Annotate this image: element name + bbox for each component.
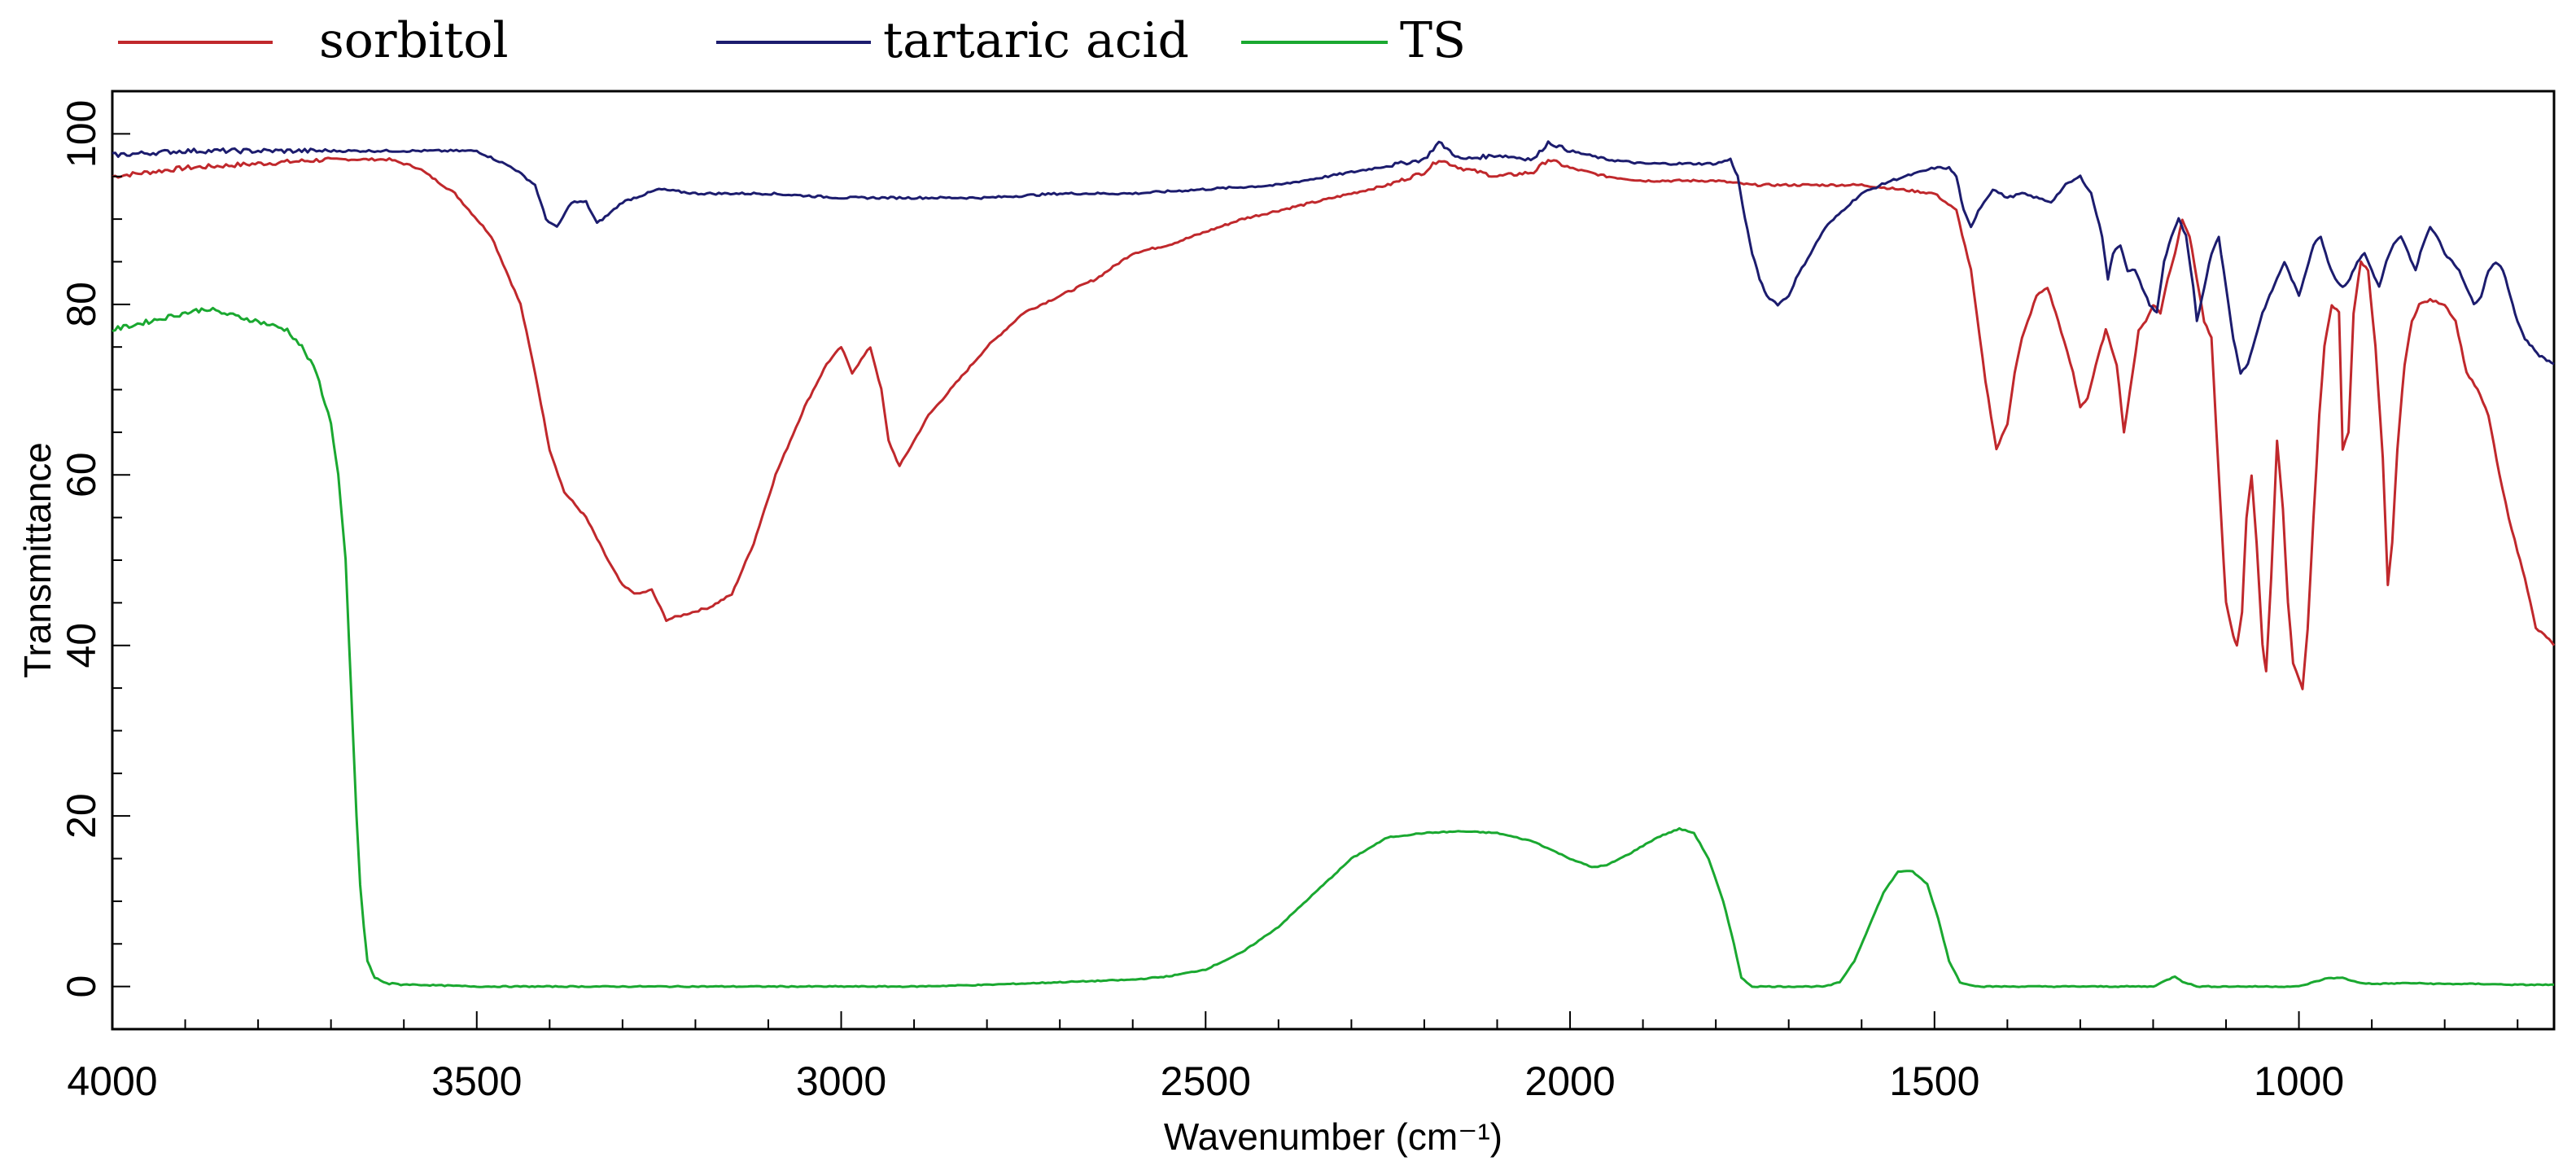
series-layer [112, 140, 2556, 988]
x-tick-label: 4000 [67, 1058, 157, 1104]
legend-label-tartaric-acid: tartaric acid [883, 12, 1189, 69]
y-tick-label: 40 [59, 623, 104, 668]
series-line-sorbitol [112, 156, 2556, 690]
legend: sorbitol tartaric acid TS [118, 12, 1466, 69]
legend-item-ts: TS [1241, 12, 1466, 69]
y-axis: 0 20 40 60 80 100 [59, 100, 130, 998]
y-tick-label: 80 [59, 282, 104, 327]
x-tick-label: 1500 [1889, 1058, 1979, 1104]
y-axis-label: Transmittance [16, 442, 59, 678]
y-tick-label: 0 [59, 975, 104, 998]
x-tick-label: 3000 [796, 1058, 886, 1104]
legend-item-sorbitol: sorbitol [118, 12, 509, 69]
y-tick-label: 60 [59, 452, 104, 497]
x-tick-label: 3500 [431, 1058, 522, 1104]
x-axis: 4000 3500 3000 2500 2000 1500 1000 [67, 1011, 2519, 1104]
x-axis-label: Wavenumber (cm⁻¹) [1164, 1115, 1502, 1158]
x-tick-label: 2500 [1161, 1058, 1251, 1104]
legend-label-ts: TS [1400, 12, 1466, 69]
x-tick-label: 1000 [2254, 1058, 2344, 1104]
x-tick-label: 2000 [1524, 1058, 1615, 1104]
y-tick-label: 100 [59, 100, 104, 168]
series-line-ts [112, 306, 2555, 988]
y-tick-label: 20 [59, 793, 104, 839]
legend-item-tartaric-acid: tartaric acid [716, 12, 1189, 69]
series-line-tartaric-acid [112, 140, 2555, 375]
legend-label-sorbitol: sorbitol [319, 12, 509, 69]
